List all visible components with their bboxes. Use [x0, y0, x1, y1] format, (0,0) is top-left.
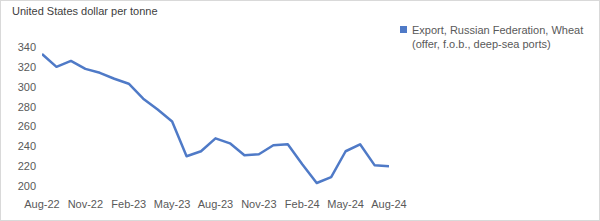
- y-tick-label: 240: [18, 140, 36, 152]
- legend-line: Export, Russian Federation, Wheat: [412, 24, 583, 36]
- chart: United States dollar per tonne 200 220 240 2…: [0, 0, 600, 221]
- plot-area: [42, 54, 389, 183]
- x-tick-label: Aug-24: [371, 198, 406, 210]
- x-tick-label: Nov-23: [241, 198, 276, 210]
- x-tick-label: Aug-23: [198, 198, 233, 210]
- y-tick-label: 320: [18, 61, 36, 73]
- y-tick-label: 340: [18, 41, 36, 53]
- x-tick-label: May-24: [327, 198, 364, 210]
- x-tick-label: Nov-22: [68, 198, 103, 210]
- series-line: [42, 54, 389, 183]
- x-tick-label: Feb-23: [111, 198, 146, 210]
- x-tick-label: Aug-22: [24, 198, 59, 210]
- y-tick-label: 200: [18, 180, 36, 192]
- legend-key: [400, 26, 407, 33]
- x-tick-label: May-23: [154, 198, 191, 210]
- legend-label: Export, Russian Federation, Wheat (offer,…: [412, 24, 583, 50]
- y-axis-label: United States dollar per tonne: [12, 5, 158, 17]
- legend-line: (offer, f.o.b., deep-sea ports): [412, 38, 551, 50]
- y-tick-label: 280: [18, 101, 36, 113]
- y-tick-label: 220: [18, 160, 36, 172]
- x-tick-label: Feb-24: [285, 198, 320, 210]
- y-tick-label: 260: [18, 120, 36, 132]
- y-tick-label: 300: [18, 81, 36, 93]
- frame: [1, 1, 600, 221]
